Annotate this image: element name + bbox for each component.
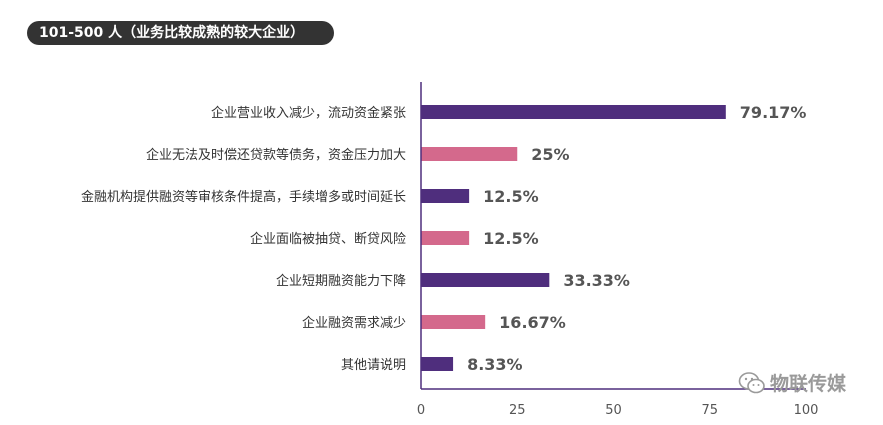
x-tick-label-0: 0: [417, 403, 425, 418]
data-label-1: 79.17%: [740, 103, 807, 122]
labels-layer: 企业营业收入减少，流动资金紧张 79.17% 企业无法及时偿还贷款等债务，资金压力加…: [81, 103, 818, 418]
category-label-1: 企业营业收入减少，流动资金紧张: [211, 105, 406, 121]
bar-6: [421, 315, 486, 329]
data-label-5: 33.33%: [563, 271, 630, 290]
bar-3: [421, 189, 470, 203]
category-label-2: 企业无法及时偿还贷款等债务，资金压力加大: [146, 147, 406, 163]
x-tick-label-100: 100: [794, 403, 819, 418]
bar-5: [421, 273, 550, 287]
bar-4: [421, 231, 470, 245]
category-label-6: 企业融资需求减少: [302, 315, 406, 331]
data-label-6: 16.67%: [499, 313, 566, 332]
category-label-5: 企业短期融资能力下降: [276, 273, 406, 289]
data-label-2: 25%: [531, 145, 569, 164]
x-tick-label-25: 25: [509, 403, 526, 418]
wechat-icon: [738, 371, 765, 393]
data-label-7: 8.33%: [467, 355, 523, 374]
data-label-4: 12.5%: [483, 229, 539, 248]
x-tick-label-75: 75: [701, 403, 718, 418]
bar-1: [421, 105, 726, 119]
category-label-4: 企业面临被抽贷、断贷风险: [250, 231, 406, 247]
category-label-7: 其他请说明: [341, 358, 406, 373]
bar-7: [421, 357, 454, 371]
bar-2: [421, 147, 518, 161]
x-tick-label-50: 50: [605, 403, 622, 418]
watermark: 物联传媒: [738, 369, 846, 396]
category-label-3: 金融机构提供融资等审核条件提高，手续增多或时间延长: [81, 189, 406, 205]
chart-title: 101-500 人（业务比较成熟的较大企业）: [27, 21, 334, 45]
data-label-3: 12.5%: [483, 187, 539, 206]
bars-layer: [421, 105, 726, 371]
watermark-text: 物联传媒: [770, 373, 847, 395]
